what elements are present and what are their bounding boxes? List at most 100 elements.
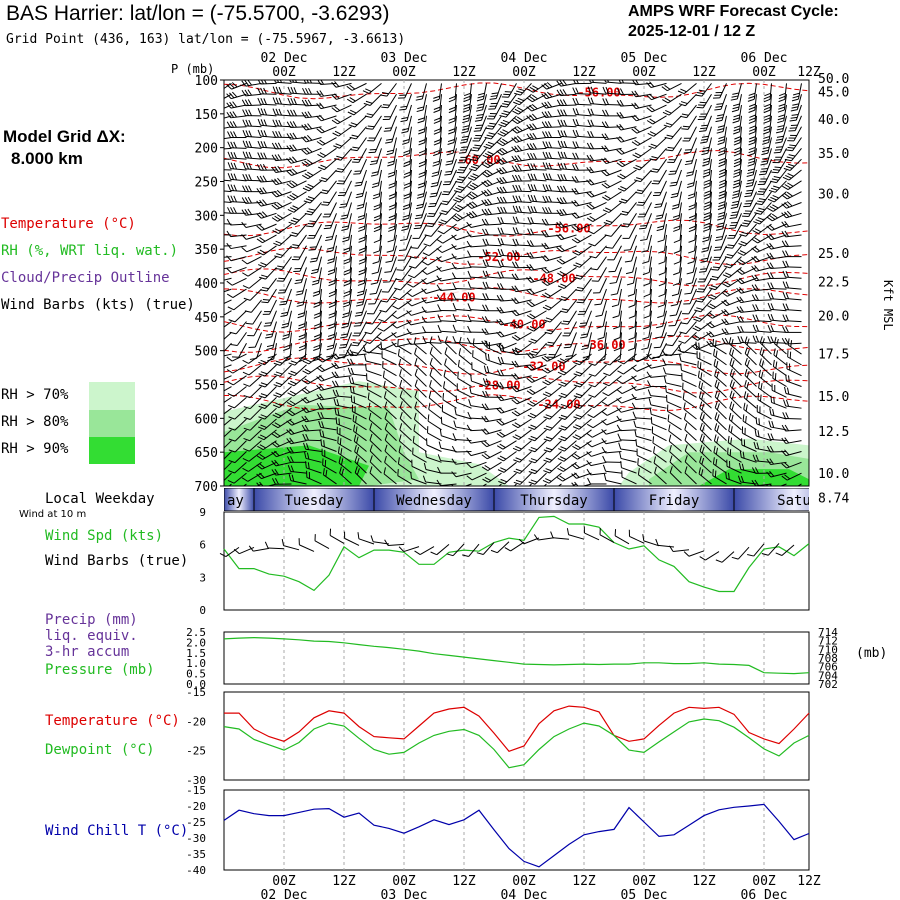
xs-wind-barb-695 bbox=[481, 198, 502, 207]
xs-wind-barb-288-feather-1 bbox=[327, 333, 335, 337]
xs-wind-barb-1151-feather-1 bbox=[672, 214, 680, 218]
xs-wind-barb-260 bbox=[301, 424, 322, 432]
xs-wind-barb-430-feather-1 bbox=[388, 225, 396, 229]
xs-wind-barb-105-shaft bbox=[249, 397, 262, 410]
xs-wind-barb-181-feather-0 bbox=[272, 404, 280, 409]
xs-wind-barb-1173 bbox=[668, 424, 682, 442]
xs-wind-barb-735-feather-1 bbox=[500, 217, 504, 224]
xs-wind-barb-774-feather-1 bbox=[515, 227, 520, 235]
xs-wind-barb-143 bbox=[258, 396, 277, 409]
xs-wind-barb-755-feather-0 bbox=[496, 445, 504, 450]
xs-wind-barb-384-feather-0 bbox=[367, 140, 375, 142]
xs-wind-barb-478-feather-0 bbox=[391, 323, 398, 329]
xs-wind-barb-723-feather-2 bbox=[503, 100, 511, 103]
xs-wind-barb-378-feather-0 bbox=[354, 455, 358, 463]
xs-wind-barb-277-feather-0 bbox=[322, 216, 330, 218]
xs-wind-barb-387 bbox=[370, 159, 382, 177]
xs-wind-barb-709-feather-0 bbox=[486, 340, 488, 348]
xs-wind-barb-81-feather-0 bbox=[242, 130, 247, 137]
xs-wind-barb-472-shaft bbox=[402, 256, 412, 271]
xs-wind-barb-1243-shaft bbox=[697, 367, 712, 377]
xs-wind-barb-80-feather-1 bbox=[245, 119, 249, 127]
xs-wind-barb-775-feather-0 bbox=[512, 238, 516, 246]
xs-wind-barb-83 bbox=[242, 151, 262, 160]
xs-wind-barb-896-shaft bbox=[568, 321, 577, 337]
xs-wind-barb-276-shaft bbox=[327, 191, 337, 206]
xs-wind-barb-436-feather-0 bbox=[381, 291, 389, 293]
xs-wind-barb-1024-shaft bbox=[605, 470, 622, 474]
xs-wind-barb-417 bbox=[369, 466, 382, 485]
xs-wind-barb-253 bbox=[302, 353, 322, 365]
xs-wind-barb-370-feather-0 bbox=[348, 376, 352, 384]
xs-wind-barb-483 bbox=[398, 358, 412, 377]
xs-wind-barb-625 bbox=[451, 262, 472, 270]
xs-wind-barb-383-shaft bbox=[372, 115, 382, 130]
xs-wind-barb-842-feather-1 bbox=[545, 141, 549, 148]
xs-wind-barb-920-feather-1 bbox=[574, 164, 579, 171]
xs-wind-barb-1-feather-1 bbox=[215, 95, 221, 102]
xs-wind-barb-758 bbox=[498, 472, 517, 485]
xs-wind-barb-489-feather-0 bbox=[399, 423, 403, 430]
xs-wind-barb-1074-feather-0 bbox=[636, 204, 644, 206]
xs-wind-barb-801-feather-2 bbox=[531, 113, 538, 120]
xs-wind-barb-273-shaft bbox=[324, 158, 337, 171]
xs-wind-barb-796-feather-0 bbox=[513, 481, 521, 485]
xs-wind-barb-403-feather-0 bbox=[363, 340, 371, 344]
xs-wind-barb-494-feather-0 bbox=[415, 98, 423, 101]
xs-wind-barb-28 bbox=[224, 386, 232, 395]
xs-wind-barb-1081 bbox=[643, 267, 652, 287]
xs-wind-barb-546-shaft bbox=[429, 234, 442, 247]
xs-wind-barb-496-feather-1 bbox=[417, 117, 425, 121]
xs-wind-barb-559-feather-0 bbox=[429, 357, 433, 365]
xs-wind-barb-880-feather-2 bbox=[563, 141, 568, 148]
xs-wind-barb-461-feather-0 bbox=[403, 152, 410, 157]
xs-wind-barb-227-feather-1 bbox=[291, 474, 295, 482]
xs-wind-barb-579 bbox=[441, 180, 457, 196]
xs-wind-barb-726-feather-0 bbox=[497, 132, 504, 137]
xs-wind-barb-104-feather-0 bbox=[243, 394, 251, 399]
xs-wind-barb-77-feather-2 bbox=[247, 89, 252, 96]
xs-wind-barb-422-feather-1 bbox=[386, 138, 393, 141]
xs-wind-barb-808-feather-2 bbox=[533, 184, 538, 191]
xs-wind-barb-41-feather-2 bbox=[232, 111, 237, 118]
xs-wind-barb-1260-feather-2 bbox=[718, 157, 726, 162]
xs-wind-barb-525-shaft bbox=[414, 407, 427, 420]
xs-wind-barb-1018-shaft bbox=[607, 407, 622, 416]
xs-wind-barb-617-feather-2 bbox=[458, 185, 465, 189]
xs-wind-barb-249 bbox=[313, 310, 322, 330]
xs-wind-barb-248-feather-1 bbox=[313, 312, 321, 316]
xs-wind-barb-361-feather-1 bbox=[356, 301, 364, 304]
xs-wind-barb-1206-feather-0 bbox=[681, 373, 683, 380]
xs-wind-barb-602 bbox=[440, 416, 457, 431]
xs-wind-barb-226-feather-0 bbox=[287, 465, 292, 472]
xs-wind-barb-648-feather-0 bbox=[474, 119, 482, 122]
xs-wind-barb-294-feather-1 bbox=[319, 384, 325, 391]
xs-wind-barb-17-feather-0 bbox=[212, 264, 216, 270]
xs-wind-barb-350-feather-0 bbox=[354, 184, 362, 187]
xs-wind-barb-280-feather-0 bbox=[326, 250, 334, 253]
xs-wind-barb-410-feather-0 bbox=[367, 392, 370, 400]
xs-wind-barb-518-shaft bbox=[410, 342, 427, 345]
xs-wind-barb-686-feather-1 bbox=[488, 115, 496, 117]
xs-wind-barb-584-shaft bbox=[442, 234, 457, 244]
xs-wind-barb-59-shaft bbox=[234, 310, 247, 323]
xs-wind-barb-551 bbox=[421, 288, 442, 294]
xs-wind-barb-618 bbox=[453, 191, 472, 203]
xs-wind-barb-746 bbox=[496, 342, 517, 350]
xs-wind-barb-11-shaft bbox=[224, 200, 232, 203]
xs-wind-barb-153-feather-1 bbox=[275, 86, 280, 94]
xs-wind-barb-840-feather-2 bbox=[547, 121, 552, 128]
xs-wind-barb-344 bbox=[347, 104, 367, 116]
xs-wind-barb-501-feather-0 bbox=[418, 174, 426, 178]
xs-wind-barb-154-shaft bbox=[275, 103, 292, 106]
xs-wind-barb-580 bbox=[440, 191, 457, 206]
xs-wind-barb-177 bbox=[273, 353, 292, 366]
xs-wind-barb-307-feather-0 bbox=[331, 119, 338, 125]
xs-wind-barb-157-feather-2 bbox=[278, 131, 282, 138]
xs-wind-barb-614-feather-0 bbox=[457, 162, 465, 164]
xs-wind-barb-156-feather-1 bbox=[275, 119, 279, 127]
xs-wind-barb-649-feather-0 bbox=[473, 130, 481, 132]
xs-wind-barb-764-feather-0 bbox=[511, 128, 518, 134]
xs-wind-barb-371-feather-1 bbox=[352, 386, 355, 394]
xs-wind-barb-152-feather-1 bbox=[275, 80, 279, 83]
